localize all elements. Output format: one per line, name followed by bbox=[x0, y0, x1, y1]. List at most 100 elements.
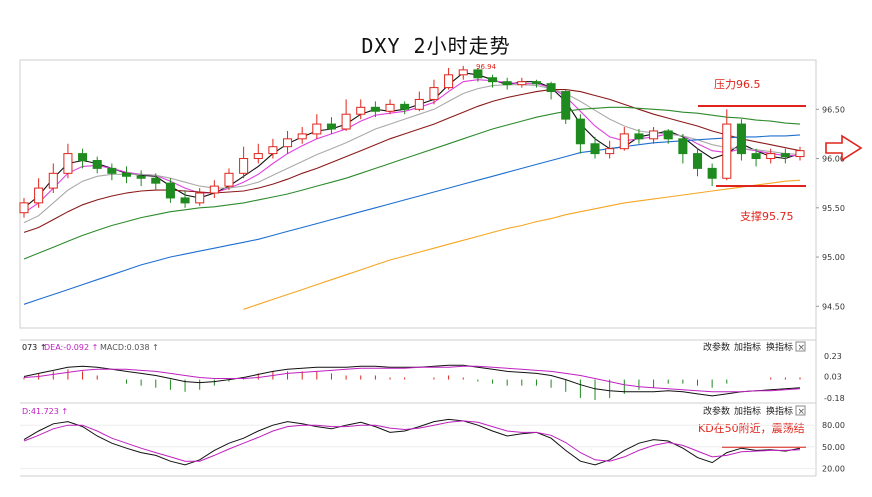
candle-body bbox=[634, 133, 644, 140]
candle-body bbox=[605, 148, 615, 155]
candle-body bbox=[400, 103, 410, 110]
candle-body bbox=[78, 153, 88, 162]
candle-body bbox=[619, 133, 629, 150]
candle-body bbox=[722, 123, 732, 179]
macd-tick-label: 0.23 bbox=[824, 352, 842, 361]
candle-body bbox=[385, 103, 395, 112]
macd-toolbar: 改参数 加指标 换指标 × bbox=[703, 341, 806, 353]
candle-body bbox=[370, 106, 380, 112]
macd-dea-line bbox=[23, 365, 801, 393]
macd-label: MACD:0.038 ↑ bbox=[100, 343, 159, 352]
resistance-label: 压力96.5 bbox=[714, 78, 761, 91]
moving-average-line-3 bbox=[23, 89, 801, 233]
candle-body bbox=[253, 153, 263, 160]
candle-body bbox=[736, 123, 746, 155]
candle-body bbox=[502, 81, 512, 86]
candle-body bbox=[649, 130, 659, 140]
support-label: 支撑95.75 bbox=[740, 209, 794, 223]
candle-body bbox=[766, 153, 776, 160]
price-tick-label: 94.50 bbox=[822, 302, 845, 311]
candle-body bbox=[575, 118, 585, 145]
right-arrow-icon bbox=[825, 134, 863, 162]
candle-body bbox=[444, 74, 454, 89]
candle-body bbox=[34, 187, 44, 204]
close-icon[interactable] bbox=[795, 341, 806, 352]
moving-average-line-4 bbox=[23, 106, 801, 260]
candle-body bbox=[19, 202, 29, 214]
macd-header: 073 ↑ DEA:-0.092 ↑ MACD:0.038 ↑ bbox=[22, 343, 159, 352]
candle-body bbox=[326, 123, 336, 130]
candle-body bbox=[356, 106, 366, 115]
macd-plot bbox=[23, 364, 801, 400]
macd-dif-line bbox=[23, 364, 801, 397]
candle-body bbox=[692, 153, 703, 169]
peak-label: 96.94 bbox=[476, 63, 497, 71]
kd-note: KD在50附近，震荡结 bbox=[698, 421, 805, 435]
swap-indicator-button[interactable]: 换指标 bbox=[766, 341, 793, 353]
candle-body bbox=[224, 172, 234, 187]
swap-indicator-button-2[interactable]: 换指标 bbox=[766, 405, 793, 417]
close-icon-2[interactable] bbox=[795, 405, 806, 416]
kdj-tick-label: 50.00 bbox=[822, 443, 845, 452]
kdj-tick-label: 80.00 bbox=[822, 421, 845, 430]
change-params-button-2[interactable]: 改参数 bbox=[703, 405, 730, 417]
candle-body bbox=[751, 153, 761, 160]
macd-tick-label: 0.03 bbox=[824, 372, 842, 381]
candle-body bbox=[297, 133, 307, 140]
kdj-k-line bbox=[23, 418, 801, 466]
add-indicator-button-2[interactable]: 加指标 bbox=[734, 405, 761, 417]
candle-body bbox=[663, 130, 673, 140]
candle-body bbox=[795, 150, 805, 158]
candle-body bbox=[546, 83, 556, 93]
candle-body bbox=[63, 153, 73, 174]
close-icon-glyph-2: × bbox=[798, 407, 806, 417]
candle-body bbox=[590, 143, 600, 155]
candle-body bbox=[458, 69, 468, 76]
candle-body bbox=[561, 91, 571, 120]
price-tick-label: 95.50 bbox=[822, 204, 845, 213]
price-tick-label: 96.00 bbox=[822, 155, 845, 164]
moving-average-line-5 bbox=[23, 134, 801, 305]
candle-body bbox=[268, 146, 278, 155]
candle-body bbox=[165, 182, 175, 199]
candle-body bbox=[678, 138, 688, 155]
candle-body bbox=[151, 177, 161, 184]
price-tick-label: 95.00 bbox=[822, 253, 845, 262]
moving-average-lines bbox=[23, 72, 801, 310]
candle-body bbox=[107, 167, 117, 174]
add-indicator-button[interactable]: 加指标 bbox=[734, 341, 761, 353]
candle-body bbox=[283, 138, 293, 148]
candle-body bbox=[136, 175, 146, 179]
candle-body bbox=[195, 192, 205, 204]
candlesticks bbox=[19, 65, 805, 218]
macd-tick-label: -0.18 bbox=[824, 394, 845, 403]
candle-body bbox=[209, 185, 219, 194]
candle-body bbox=[121, 172, 132, 177]
candle-body bbox=[414, 98, 424, 110]
kdj-toolbar: 改参数 加指标 换指标 × bbox=[703, 405, 806, 417]
candle-body bbox=[707, 167, 717, 179]
close-icon-glyph: × bbox=[798, 343, 806, 353]
candle-body bbox=[429, 87, 439, 100]
macd-prefix: 073 ↑ bbox=[22, 343, 47, 352]
chart-title: DXY 2小时走势 bbox=[361, 34, 511, 58]
candle-body bbox=[312, 123, 322, 135]
candle-body bbox=[488, 77, 498, 83]
dea-label: DEA:-0.092 ↑ bbox=[44, 343, 98, 352]
change-params-button[interactable]: 改参数 bbox=[703, 341, 730, 353]
price-tick-label: 96.50 bbox=[822, 105, 845, 114]
kdj-axis: 80.00 50.00 20.00 bbox=[20, 421, 845, 473]
chart-frame bbox=[19, 59, 817, 477]
kdj-tick-label: 20.00 bbox=[822, 464, 845, 473]
candle-body bbox=[92, 160, 102, 169]
candle-body bbox=[239, 158, 249, 174]
candle-body bbox=[517, 81, 527, 86]
candle-body bbox=[48, 172, 58, 189]
d-label: D:41.723 ↑ bbox=[22, 407, 68, 416]
annotations: 96.94 压力96.5 支撑95.75 bbox=[476, 63, 863, 223]
candle-body bbox=[180, 197, 190, 204]
kdj-plot bbox=[23, 418, 801, 466]
kdj-d-line bbox=[23, 420, 801, 462]
candle-body bbox=[473, 69, 483, 79]
